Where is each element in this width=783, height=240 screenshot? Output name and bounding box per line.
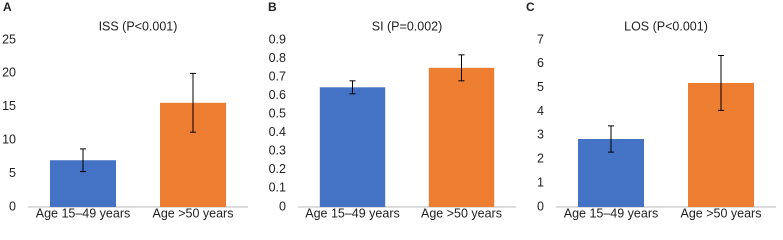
y-tick-label: 0.3	[269, 144, 286, 158]
y-tick-label: 0.1	[269, 181, 286, 195]
y-tick-label: 3	[537, 128, 544, 142]
x-tick-label: Age >50 years	[153, 206, 234, 220]
chart-title: ISS (P<0.001)	[99, 19, 178, 33]
y-tick-label: 0.8	[269, 51, 286, 65]
y-tick-label: 5	[9, 166, 16, 180]
bar	[428, 67, 495, 207]
y-tick-label: 10	[2, 132, 16, 146]
y-tick-label: 0.2	[269, 162, 286, 176]
chart-title: LOS (P<0.001)	[624, 19, 708, 33]
y-tick-label: 15	[2, 99, 16, 113]
panel-label: B	[268, 0, 277, 14]
x-tick-label: Age 15–49 years	[564, 206, 659, 220]
y-tick-label: 0	[279, 199, 286, 213]
x-tick-label: Age 15–49 years	[36, 206, 131, 220]
y-tick-label: 20	[2, 66, 16, 80]
y-tick-label: 0	[9, 199, 16, 213]
x-tick-label: Age >50 years	[421, 206, 502, 220]
y-tick-label: 25	[2, 32, 16, 46]
panel-label: C	[526, 0, 535, 14]
y-tick-label: 0.6	[269, 88, 286, 102]
y-tick-label: 0	[537, 199, 544, 213]
y-tick-label: 5	[537, 80, 544, 94]
y-tick-label: 0.4	[269, 125, 286, 139]
y-tick-label: 7	[537, 32, 544, 46]
bar	[319, 87, 386, 207]
y-tick-label: 6	[537, 56, 544, 70]
y-tick-label: 4	[537, 104, 544, 118]
y-tick-label: 0.9	[269, 32, 286, 46]
panel-label: A	[3, 0, 12, 14]
y-tick-label: 0.7	[269, 69, 286, 83]
x-tick-label: Age 15–49 years	[305, 206, 400, 220]
chart-title: SI (P=0.002)	[372, 19, 443, 33]
y-tick-label: 2	[537, 152, 544, 166]
y-tick-label: 1	[537, 175, 544, 189]
x-tick-label: Age >50 years	[681, 206, 762, 220]
y-tick-label: 0.5	[269, 107, 286, 121]
